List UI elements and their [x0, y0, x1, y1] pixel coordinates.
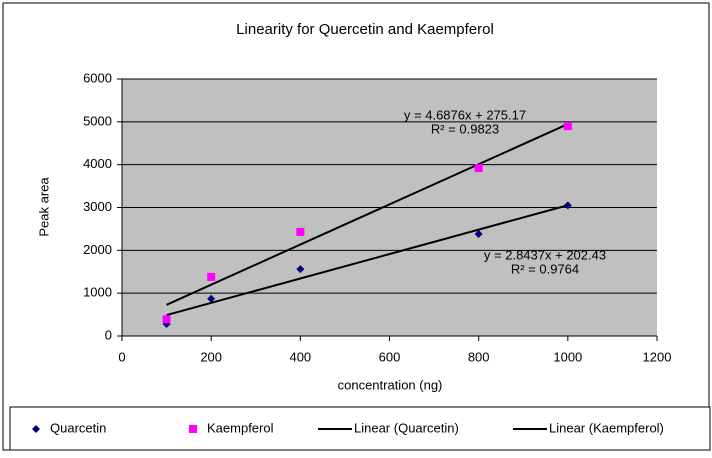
chart-title: Linearity for Quercetin and Kaempferol — [236, 21, 494, 38]
point — [296, 265, 305, 274]
x-tick-label: 200 — [200, 349, 222, 364]
y-tick-label: 4000 — [83, 156, 112, 171]
trendline — [166, 204, 569, 317]
trendline-equation: R² = 0.9823 — [431, 121, 499, 136]
y-tick-label: 5000 — [83, 113, 112, 128]
x-tick-label: 1000 — [553, 349, 582, 364]
x-tick-label: 400 — [289, 349, 311, 364]
x-tick-label: 1200 — [643, 349, 672, 364]
x-tick-label: 0 — [118, 349, 125, 364]
trendline — [166, 123, 569, 306]
point — [162, 315, 171, 324]
point — [563, 201, 572, 210]
legend-box — [9, 406, 711, 451]
legend-label: Linear (Kaempferol) — [549, 420, 664, 435]
legend-label: Kaempferol — [207, 420, 274, 435]
point — [474, 230, 483, 239]
point — [474, 164, 483, 173]
y-tick-label: 1000 — [83, 285, 112, 300]
x-tick-label: 800 — [468, 349, 490, 364]
trendline-equation: R² = 0.9764 — [511, 261, 579, 276]
x-axis-label: concentration (ng) — [338, 377, 443, 392]
y-axis-label: Peak area — [36, 177, 51, 237]
x-tick-label: 600 — [379, 349, 401, 364]
trendline-equation: y = 2.8437x + 202.43 — [484, 247, 606, 262]
point — [189, 425, 197, 433]
y-tick-label: 0 — [105, 327, 112, 342]
legend-label: Quarcetin — [50, 420, 106, 435]
point — [563, 122, 572, 131]
point — [32, 425, 40, 433]
y-tick-label: 6000 — [83, 70, 112, 85]
legend-label: Linear (Quarcetin) — [354, 420, 459, 435]
point — [296, 227, 305, 236]
y-tick-label: 2000 — [83, 242, 112, 257]
y-tick-label: 3000 — [83, 199, 112, 214]
point — [207, 294, 216, 303]
trendline-equation: y = 4.6876x + 275.17 — [404, 107, 526, 122]
point — [207, 272, 216, 281]
